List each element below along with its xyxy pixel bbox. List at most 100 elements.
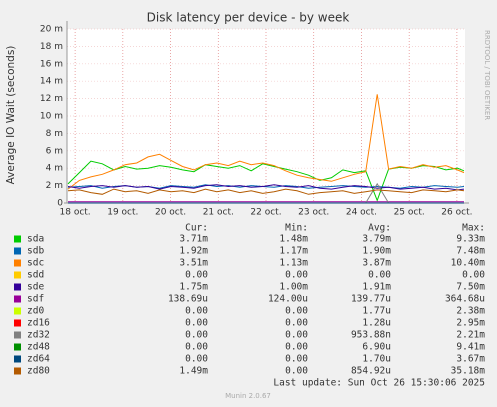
legend-swatch — [14, 343, 21, 351]
legend-stat: 0.00 — [185, 354, 208, 365]
legend-stat: 0.00 — [285, 330, 308, 341]
legend-header: Min: — [285, 223, 308, 234]
legend-swatch — [14, 355, 21, 363]
legend-stat: 0.00 — [285, 342, 308, 353]
legend-stat: 3.67m — [456, 354, 485, 365]
legend-swatch — [14, 247, 21, 255]
y-tick-label: 2 m — [46, 181, 63, 191]
legend-label: zd48 — [27, 342, 50, 353]
legend-stat: 0.00 — [285, 318, 308, 329]
legend-stat: 1.77u — [362, 306, 391, 317]
legend-swatch — [14, 271, 21, 279]
y-tick-label: 16 m — [40, 59, 63, 69]
legend-stat: 1.75m — [179, 282, 208, 293]
series-line — [67, 184, 465, 191]
legend-stat: 1.28u — [362, 318, 391, 329]
legend-stat: 364.68u — [445, 294, 485, 305]
y-tick-label: 0 — [57, 199, 63, 209]
x-tick-label: 24 oct. — [346, 208, 377, 218]
legend-swatch — [14, 331, 21, 339]
legend-stat: 3.79m — [362, 234, 391, 245]
legend-stat: 0.00 — [185, 270, 208, 281]
legend-stat: 7.50m — [456, 282, 485, 293]
legend-stat: 2.38m — [456, 306, 485, 317]
legend-stat: 953.88n — [351, 330, 391, 341]
chart-title: Disk latency per device - by week — [147, 11, 350, 25]
legend-stat: 139.77u — [351, 294, 391, 305]
legend-header: Max: — [462, 223, 485, 234]
legend-stat: 9.41m — [456, 342, 485, 353]
legend-stat: 0.00 — [368, 270, 391, 281]
legend-stat: 0.00 — [285, 366, 308, 377]
legend-stat: 7.48m — [456, 246, 485, 257]
legend-stat: 0.00 — [185, 342, 208, 353]
x-tick-label: 20 oct. — [155, 208, 186, 218]
legend-stat: 0.00 — [185, 330, 208, 341]
x-tick-label: 22 oct. — [250, 208, 281, 218]
legend-label: zd80 — [27, 366, 50, 377]
legend-swatch — [14, 319, 21, 327]
x-tick-label: 18 oct. — [60, 208, 91, 218]
y-tick-label: 4 m — [46, 164, 63, 174]
legend-swatch — [14, 235, 21, 243]
legend-swatch — [14, 307, 21, 315]
legend-stat: 138.69u — [168, 294, 208, 305]
legend-stat: 1.92m — [179, 246, 208, 257]
y-tick-label: 6 m — [46, 146, 63, 156]
legend-stat: 9.33m — [456, 234, 485, 245]
y-tick-label: 14 m — [40, 77, 63, 87]
legend-stat: 0.00 — [185, 306, 208, 317]
legend-label: zd16 — [27, 318, 50, 329]
side-text: RRDTOOL / TOBI OETIKER — [483, 30, 491, 120]
legend-stat: 1.70u — [362, 354, 391, 365]
legend-stat: 10.40m — [451, 258, 486, 269]
legend-stat: 3.87m — [362, 258, 391, 269]
last-update: Last update: Sun Oct 26 15:30:06 2025 — [273, 378, 485, 389]
legend-label: sdd — [27, 270, 44, 281]
series-line — [67, 160, 465, 202]
legend-stat: 35.18m — [451, 366, 486, 377]
y-tick-label: 20 m — [40, 25, 63, 35]
legend-label: sdc — [27, 258, 44, 269]
legend-stat: 3.71m — [179, 234, 208, 245]
legend-label: sdb — [27, 246, 44, 257]
legend-stat: 3.51m — [179, 258, 208, 269]
y-axis-label: Average IO Wait (seconds) — [5, 46, 17, 185]
legend-label: zd0 — [27, 306, 44, 317]
legend-label: zd32 — [27, 330, 50, 341]
legend-stat: 0.00 — [285, 270, 308, 281]
legend-stat: 0.00 — [185, 318, 208, 329]
legend-swatch — [14, 259, 21, 267]
legend-stat: 1.48m — [279, 234, 308, 245]
legend-label: sdf — [27, 294, 44, 305]
legend-label: sda — [27, 234, 44, 245]
x-tick-label: 25 oct. — [394, 208, 425, 218]
legend-stat: 6.90u — [362, 342, 391, 353]
legend-stat: 1.00m — [279, 282, 308, 293]
y-tick-label: 8 m — [46, 129, 63, 139]
x-tick-label: 19 oct. — [107, 208, 138, 218]
legend-stat: 0.00 — [462, 270, 485, 281]
legend-stat: 1.90m — [362, 246, 391, 257]
legend-swatch — [14, 367, 21, 375]
series-line — [67, 94, 465, 190]
legend-header: Cur: — [185, 223, 208, 234]
legend-stat: 0.00 — [285, 306, 308, 317]
y-tick-label: 10 m — [40, 112, 63, 122]
legend-stat: 1.17m — [279, 246, 308, 257]
x-tick-label: 21 oct. — [203, 208, 234, 218]
x-tick-label: 23 oct. — [298, 208, 329, 218]
x-tick-label: 26 oct. — [441, 208, 472, 218]
legend-stat: 2.21m — [456, 330, 485, 341]
legend-stat: 1.49m — [179, 366, 208, 377]
y-tick-label: 12 m — [40, 94, 63, 104]
series-line — [67, 188, 465, 195]
legend-stat: 124.00u — [268, 294, 308, 305]
legend-stat: 0.00 — [285, 354, 308, 365]
legend-label: zd64 — [27, 354, 50, 365]
legend-stat: 1.13m — [279, 258, 308, 269]
legend-stat: 2.95m — [456, 318, 485, 329]
footer: Munin 2.0.67 — [225, 392, 271, 400]
legend-swatch — [14, 283, 21, 291]
